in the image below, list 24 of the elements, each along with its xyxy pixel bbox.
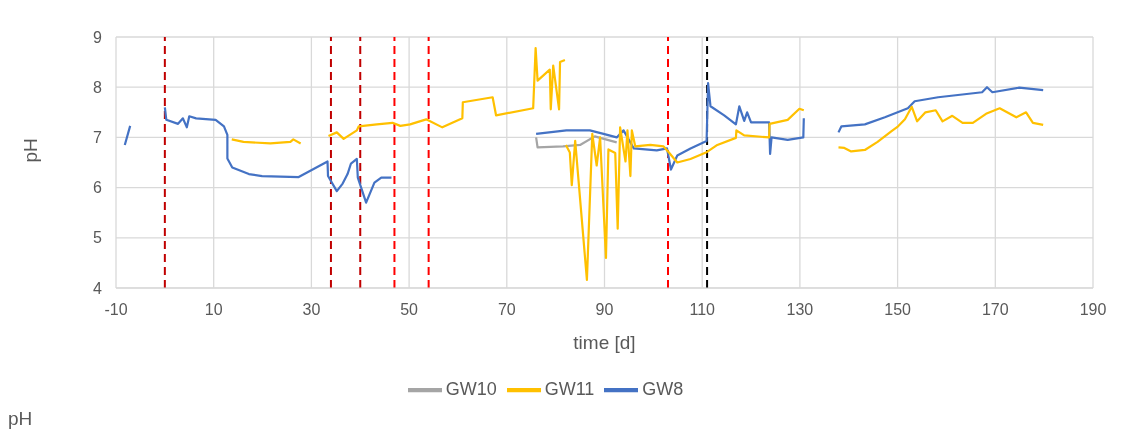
- y-tick-label: 4: [93, 279, 103, 297]
- y-tick-label: 6: [93, 179, 103, 197]
- x-axis-title: time [d]: [573, 332, 636, 354]
- y-tick-label: 8: [93, 78, 103, 96]
- legend-label: GW8: [642, 378, 684, 399]
- legend-label: GW10: [445, 378, 497, 399]
- x-tick-label: 90: [595, 301, 614, 319]
- x-tick-label: 150: [884, 301, 912, 319]
- x-tick-label: -10: [104, 301, 128, 319]
- y-tick-label: 9: [93, 28, 103, 46]
- legend-label: GW11: [544, 378, 595, 399]
- y-tick-label: 7: [93, 129, 103, 147]
- x-tick-label: 70: [497, 301, 516, 319]
- line-series: [535, 135, 618, 149]
- x-tick-label: 170: [981, 301, 1009, 319]
- x-tick-label: 130: [786, 301, 814, 319]
- y-tick-label: 5: [93, 229, 103, 247]
- x-tick-label: 50: [400, 301, 419, 319]
- x-tick-label: 110: [689, 301, 716, 319]
- x-tick-label: 10: [204, 301, 223, 319]
- y-axis-title: pH: [19, 138, 41, 163]
- text: pH: [8, 408, 33, 430]
- x-tick-label: 30: [302, 301, 321, 319]
- x-tick-label: 190: [1079, 301, 1107, 319]
